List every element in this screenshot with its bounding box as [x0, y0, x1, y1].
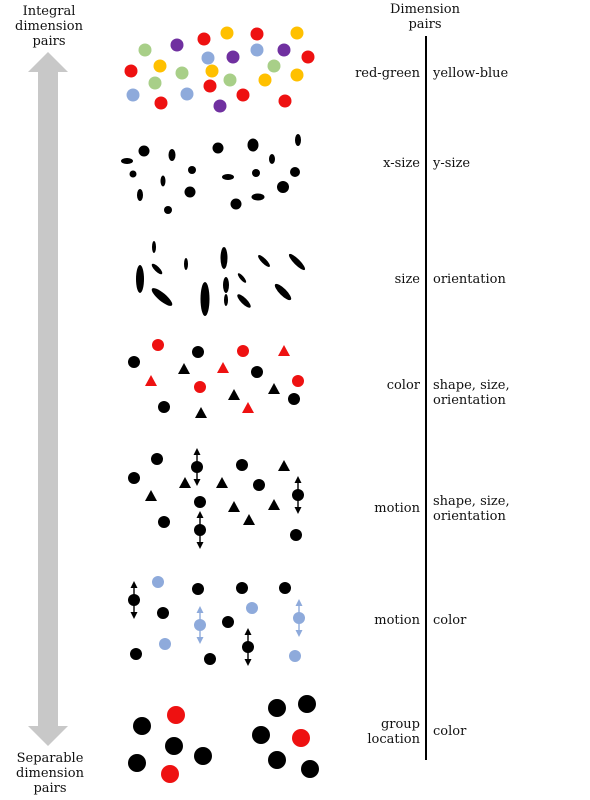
- row-2-left-label: x-size: [383, 156, 420, 171]
- dimension-pairs-heading: Dimension pairs: [389, 2, 460, 32]
- row-4-right-label: shape, size, orientation: [433, 378, 510, 408]
- row-6-right-label: color: [433, 613, 467, 628]
- row-6-motion-color-dots: [127, 576, 306, 667]
- integral-pairs-heading: Integral dimension pairs: [15, 4, 83, 49]
- row-2-size-ellipses: [121, 134, 301, 214]
- row-1-colored-dots: [124, 26, 315, 113]
- row-4-left-label: color: [386, 378, 420, 393]
- row-3-right-label: orientation: [433, 272, 506, 287]
- row-1-right-label: yellow-blue: [433, 66, 509, 81]
- separable-pairs-heading: Separable dimension pairs: [16, 751, 84, 796]
- row-5-motion-shapes: [128, 447, 305, 550]
- row-5-left-label: motion: [374, 501, 420, 516]
- row-7-right-label: color: [433, 724, 467, 739]
- row-3-orientation-ellipses: [136, 241, 306, 316]
- row-6-left-label: motion: [374, 613, 420, 628]
- row-7-grouped-dots: [128, 695, 319, 783]
- row-7-left-label: group location: [367, 717, 420, 747]
- row-1-left-label: red-green: [355, 66, 420, 81]
- row-3-left-label: size: [394, 272, 420, 287]
- integral-separable-arrow: [28, 52, 68, 746]
- row-4-color-shapes: [128, 339, 304, 418]
- row-5-right-label: shape, size, orientation: [433, 494, 510, 524]
- row-2-right-label: y-size: [433, 156, 471, 171]
